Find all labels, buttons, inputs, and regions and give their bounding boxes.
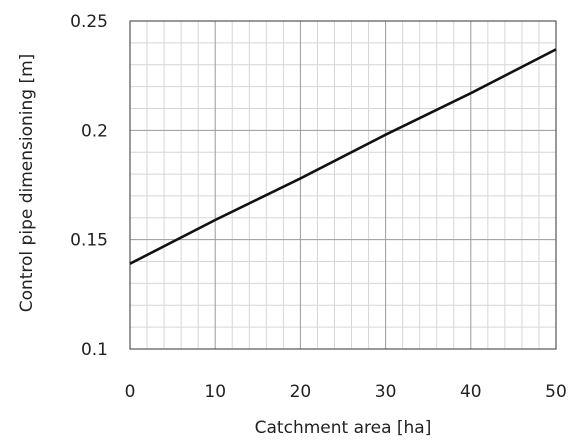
y-tick-labels: 0.1 0.15 0.2 0.25	[70, 12, 108, 360]
x-axis-label: Catchment area [ha]	[255, 418, 432, 438]
series-line	[129, 48, 557, 265]
x-tick-label: 30	[375, 382, 397, 402]
y-tick-label: 0.25	[70, 12, 108, 32]
x-tick-label: 20	[290, 382, 312, 402]
x-tick-label: 50	[545, 382, 567, 402]
y-tick-label: 0.2	[81, 121, 108, 141]
y-tick-label: 0.15	[70, 231, 108, 251]
x-tick-label: 0	[125, 382, 136, 402]
plot-frame	[129, 20, 557, 350]
y-tick-label: 0.1	[81, 340, 108, 360]
chart-grid	[129, 20, 557, 350]
y-axis-label: Control pipe dimensioning [m]	[17, 54, 37, 313]
x-tick-label: 10	[204, 382, 226, 402]
x-tick-label: 40	[460, 382, 482, 402]
x-tick-labels: 0 10 20 30 40 50	[125, 382, 567, 402]
series-group	[129, 48, 557, 265]
